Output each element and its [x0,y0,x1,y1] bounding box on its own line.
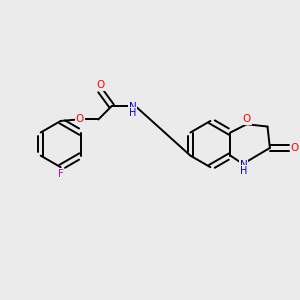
Text: O: O [243,114,251,124]
Text: H: H [129,108,136,118]
Text: N: N [240,160,248,170]
Text: O: O [290,143,298,153]
Text: N: N [129,102,136,112]
Text: O: O [96,80,104,90]
Text: H: H [240,166,247,176]
Text: O: O [76,115,84,124]
Text: F: F [58,169,64,179]
